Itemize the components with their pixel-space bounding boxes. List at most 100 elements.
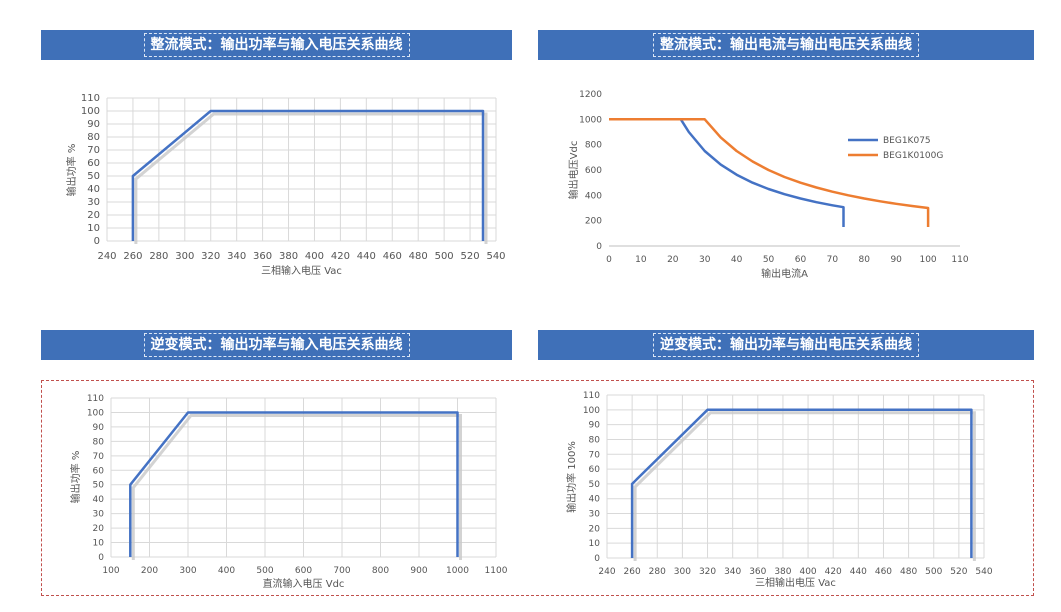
chart3-series-line-1 xyxy=(129,411,459,557)
chart2-x-tick-label: 100 xyxy=(919,255,936,265)
chart1-title: 整流模式：输出功率与输入电压关系曲线 xyxy=(143,33,410,57)
chart2-x-tick-label: 60 xyxy=(795,255,807,265)
chart2-x-tick-label: 40 xyxy=(731,255,743,265)
chart1-x-tick-label: 500 xyxy=(435,251,454,262)
chart4-y-tick-label: 90 xyxy=(589,421,601,431)
chart2-y-tick-label: 1000 xyxy=(579,115,602,125)
chart1-series-shadow xyxy=(134,112,488,244)
chart1-y-tick-label: 30 xyxy=(87,197,100,208)
chart4-x-tick-label: 480 xyxy=(900,567,917,577)
chart4-y-tick-label: 60 xyxy=(589,465,601,475)
chart3-banner: 逆变模式：输出功率与输入电压关系曲线 xyxy=(41,330,512,360)
chart3-x-tick-label: 800 xyxy=(372,566,389,576)
chart4-x-tick-label: 420 xyxy=(825,567,842,577)
chart1-y-tick-label: 0 xyxy=(94,236,100,247)
chart4-y-tick-label: 80 xyxy=(589,435,601,445)
chart2-series-line-1 xyxy=(609,118,845,227)
chart2-x-tick-label: 80 xyxy=(859,255,871,265)
chart3-x-tick-label: 200 xyxy=(141,566,158,576)
chart2-y-tick-label: 800 xyxy=(585,141,602,151)
chart1-x-tick-label: 420 xyxy=(331,251,350,262)
chart1-y-tick-label: 90 xyxy=(87,119,100,130)
chart2-x-tick-label: 110 xyxy=(951,255,968,265)
chart1-x-tick-label: 480 xyxy=(409,251,428,262)
chart4-x-tick-label: 260 xyxy=(624,567,641,577)
chart1-y-tick-label: 50 xyxy=(87,171,100,182)
chart1-x-tick-label: 380 xyxy=(279,251,298,262)
chart1-y-tick-label: 10 xyxy=(87,223,100,234)
chart4-x-tick-label: 300 xyxy=(674,567,691,577)
chart3-x-tick-label: 1000 xyxy=(446,566,469,576)
chart1-x-tick-label: 260 xyxy=(123,251,142,262)
chart2-y-axis-label: 输出电压Vdc xyxy=(567,141,580,200)
chart3-x-tick-label: 600 xyxy=(295,566,312,576)
chart4-y-tick-label: 110 xyxy=(583,391,600,401)
chart3-y-tick-label: 40 xyxy=(93,495,105,505)
chart4-y-tick-label: 10 xyxy=(589,539,601,549)
chart2-y-tick-label: 1200 xyxy=(579,90,602,100)
chart3-x-tick-label: 1100 xyxy=(485,566,508,576)
chart2-y-tick-label: 200 xyxy=(585,217,602,227)
chart2-y-tick-label: 0 xyxy=(596,242,602,252)
chart3-x-tick-label: 500 xyxy=(256,566,273,576)
chart1-x-tick-label: 460 xyxy=(383,251,402,262)
chart1-y-tick-label: 110 xyxy=(81,93,100,104)
chart4-y-tick-label: 70 xyxy=(589,450,601,460)
chart3-x-tick-label: 300 xyxy=(179,566,196,576)
chart2-legend-label: BEG1K075 xyxy=(883,136,931,146)
chart2-title: 整流模式：输出电流与输出电压关系曲线 xyxy=(653,33,919,57)
chart2-x-tick-label: 0 xyxy=(606,255,612,265)
chart3-y-tick-label: 30 xyxy=(93,510,105,520)
chart4-x-tick-label: 460 xyxy=(875,567,892,577)
chart3-y-tick-label: 50 xyxy=(93,481,105,491)
chart3-x-tick-label: 900 xyxy=(410,566,427,576)
chart2-y-tick-label: 400 xyxy=(585,191,602,201)
chart2-x-axis-label: 输出电流A xyxy=(761,267,808,280)
chart1-x-tick-label: 540 xyxy=(486,251,505,262)
chart4-x-tick-label: 280 xyxy=(649,567,666,577)
chart2-x-tick-label: 20 xyxy=(667,255,679,265)
chart4-series-line-1 xyxy=(630,408,973,558)
chart4-x-tick-label: 400 xyxy=(799,567,816,577)
chart2-y-tick-label: 600 xyxy=(585,166,602,176)
chart4-series-shadow xyxy=(633,411,976,561)
chart4-x-tick-label: 340 xyxy=(724,567,741,577)
chart2-x-tick-label: 70 xyxy=(827,255,839,265)
chart1-x-tick-label: 440 xyxy=(357,251,376,262)
chart3-y-tick-label: 90 xyxy=(93,423,105,433)
chart4-x-tick-label: 520 xyxy=(950,567,967,577)
chart1-x-tick-label: 280 xyxy=(149,251,168,262)
chart1-y-tick-label: 100 xyxy=(81,106,100,117)
chart4-y-axis-label: 输出功率 100% xyxy=(565,441,578,513)
chart2-x-tick-label: 90 xyxy=(890,255,902,265)
chart1-y-tick-label: 60 xyxy=(87,158,100,169)
chart3-y-tick-label: 60 xyxy=(93,466,105,476)
chart1-x-tick-label: 340 xyxy=(227,251,246,262)
chart2-x-tick-label: 30 xyxy=(699,255,711,265)
chart4-x-tick-label: 380 xyxy=(774,567,791,577)
chart3-series-shadow xyxy=(131,414,462,560)
chart1-banner: 整流模式：输出功率与输入电压关系曲线 xyxy=(41,30,512,60)
chart3-x-axis-label: 直流输入电压 Vdc xyxy=(263,577,345,590)
chart4-banner: 逆变模式：输出功率与输出电压关系曲线 xyxy=(538,330,1034,360)
chart4-y-tick-label: 100 xyxy=(583,406,600,416)
chart4-x-tick-label: 240 xyxy=(598,567,615,577)
chart3-y-tick-label: 110 xyxy=(87,394,104,404)
chart1-y-axis-label: 输出功率 % xyxy=(65,144,78,197)
chart2-legend-label: BEG1K0100G xyxy=(883,151,943,161)
chart1-x-tick-label: 360 xyxy=(253,251,272,262)
chart4-x-tick-label: 500 xyxy=(925,567,942,577)
chart3-y-tick-label: 20 xyxy=(93,524,105,534)
chart1-x-axis-label: 三相输入电压 Vac xyxy=(261,264,342,277)
chart3-y-axis-label: 输出功率 % xyxy=(69,451,82,504)
chart3-y-tick-label: 10 xyxy=(93,539,105,549)
chart4-y-tick-label: 50 xyxy=(589,480,601,490)
chart2-series-line-2 xyxy=(609,118,930,227)
chart3-y-tick-label: 70 xyxy=(93,452,105,462)
chart3-y-tick-label: 80 xyxy=(93,437,105,447)
chart4-y-tick-label: 20 xyxy=(589,524,601,534)
chart4-x-tick-label: 320 xyxy=(699,567,716,577)
chart3-x-tick-label: 400 xyxy=(218,566,235,576)
chart1-y-tick-label: 70 xyxy=(87,145,100,156)
